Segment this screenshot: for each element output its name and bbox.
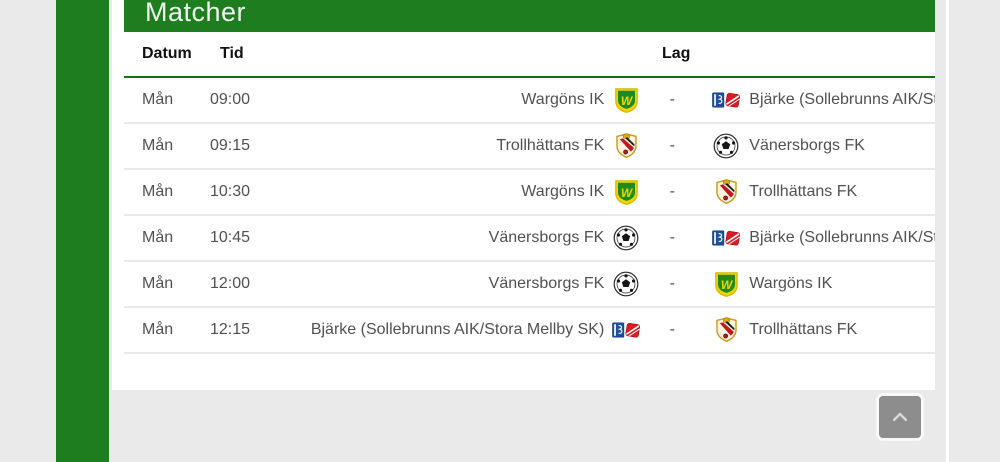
match-time: 09:00 (210, 91, 251, 108)
column-header-lag: Lag (662, 45, 691, 62)
match-teams: Bjärke (Sollebrunns AIK/Stora Mellby SK)… (270, 317, 935, 343)
vs-separator: - (669, 321, 675, 338)
home-team-name: Wargöns IK (521, 183, 605, 200)
vs-separator: - (669, 91, 675, 108)
svg-text:W: W (721, 277, 734, 291)
match-teams: Trollhättans FK - Vänersborgs FK (270, 133, 935, 159)
home-team-name: Vänersborgs FK (488, 229, 605, 246)
home-team-name: Bjärke (Sollebrunns AIK/Stora Mellby SK) (310, 321, 605, 338)
match-row: Mån 09:00 Wargöns IK W - Bjärke (Sollebr… (124, 78, 935, 124)
chevron-up-icon (892, 412, 908, 422)
left-green-strip (56, 0, 109, 462)
vs-separator: - (669, 183, 675, 200)
match-time: 09:15 (210, 137, 251, 154)
vs-separator: - (669, 229, 675, 246)
bjarke-crest-pair-icon (712, 91, 741, 109)
bjarke-crest-pair-icon (712, 229, 741, 247)
away-team-name: Vänersborgs FK (749, 137, 865, 154)
match-time: 12:15 (210, 321, 251, 338)
trollhattans-fk-crest-icon (612, 133, 640, 159)
match-day: Mån (142, 229, 174, 246)
match-rows: Mån 09:00 Wargöns IK W - Bjärke (Sollebr… (112, 78, 935, 354)
match-day: Mån (142, 91, 174, 108)
match-teams: Vänersborgs FK - Bjärke (Sollebrunns AIK… (270, 225, 935, 251)
svg-text:W: W (621, 93, 634, 107)
match-row: Mån 12:00 Vänersborgs FK - W Wargöns IK (124, 262, 935, 308)
match-row: Mån 09:15 Trollhättans FK - Vänersborgs … (124, 124, 935, 170)
bjarke-crest-pair-icon (612, 321, 641, 339)
match-row: Mån 10:45 Vänersborgs FK - Bjärke (Solle… (124, 216, 935, 262)
wargons-ik-crest-icon: W (712, 271, 740, 297)
section-header-bar: Matcher (124, 0, 935, 32)
vanersborgs-fk-crest-icon (612, 271, 640, 297)
match-time: 12:00 (210, 275, 251, 292)
match-row: Mån 10:30 Wargöns IK W - Trollhättans FK (124, 170, 935, 216)
content-panel: Matcher Datum Tid Lag Mån 09:00 Wargöns … (112, 0, 935, 390)
away-team-name: Trollhättans FK (749, 183, 858, 200)
match-teams: Wargöns IK W - Bjärke (Sollebrunns AIK/S… (270, 87, 935, 113)
wargons-ik-crest-icon: W (612, 87, 640, 113)
wargons-ik-crest-icon: W (612, 179, 640, 205)
match-time: 10:45 (210, 229, 251, 246)
home-team-name: Trollhättans FK (496, 137, 605, 154)
vanersborgs-fk-crest-icon (612, 225, 640, 251)
away-team-name: Wargöns IK (749, 275, 833, 292)
vs-separator: - (669, 137, 675, 154)
home-team-name: Wargöns IK (521, 91, 605, 108)
match-row: Mån 12:15 Bjärke (Sollebrunns AIK/Stora … (124, 308, 935, 354)
match-day: Mån (142, 321, 174, 338)
trollhattans-fk-crest-icon (712, 317, 740, 343)
home-team-name: Vänersborgs FK (488, 275, 605, 292)
vs-separator: - (669, 275, 675, 292)
match-day: Mån (142, 275, 174, 292)
column-header-tid: Tid (220, 45, 244, 62)
match-day: Mån (142, 137, 174, 154)
away-team-name: Bjärke (Sollebrunns AIK/Stora Mellby SK) (749, 229, 935, 246)
svg-text:W: W (621, 185, 634, 199)
match-day: Mån (142, 183, 174, 200)
scroll-to-top-button[interactable] (879, 396, 921, 438)
vanersborgs-fk-crest-icon (712, 133, 740, 159)
match-teams: Vänersborgs FK - W Wargöns IK (270, 271, 935, 297)
table-header-row: Datum Tid Lag (124, 32, 935, 78)
column-header-datum: Datum (142, 45, 192, 62)
match-teams: Wargöns IK W - Trollhättans FK (270, 179, 935, 205)
page-title: Matcher (145, 0, 247, 27)
trollhattans-fk-crest-icon (712, 179, 740, 205)
match-time: 10:30 (210, 183, 251, 200)
away-team-name: Bjärke (Sollebrunns AIK/Stora Mellby SK) (749, 91, 935, 108)
page-edge-divider (946, 0, 949, 462)
away-team-name: Trollhättans FK (749, 321, 858, 338)
